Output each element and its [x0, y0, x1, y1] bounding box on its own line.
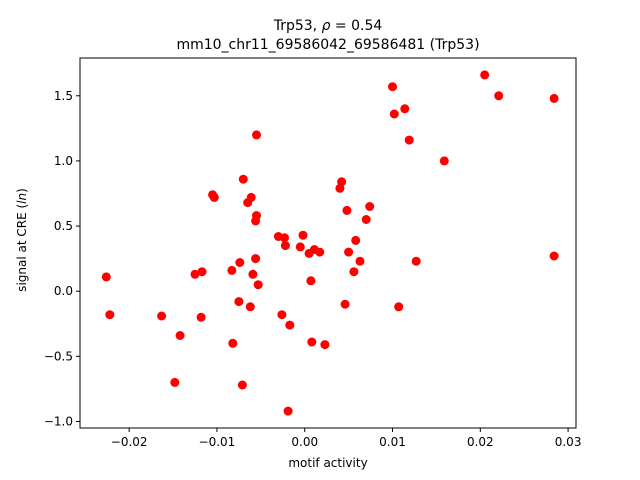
data-point: [349, 267, 359, 277]
y-tick-label: 0.5: [54, 219, 73, 233]
data-point: [175, 331, 185, 340]
data-point: [337, 177, 347, 187]
data-point: [105, 310, 115, 320]
data-point: [248, 269, 258, 279]
data-point: [251, 254, 261, 264]
data-point: [285, 320, 295, 330]
data-point: [101, 272, 111, 282]
data-point: [283, 406, 293, 416]
data-point: [228, 338, 238, 348]
y-axis-ticks: −1.0 −0.5 0.0 0.5 1.0 1.5: [44, 89, 80, 428]
data-point: [365, 202, 375, 211]
x-tick-label: −0.02: [111, 435, 148, 449]
data-point: [298, 230, 308, 240]
data-point: [253, 280, 263, 290]
data-point: [209, 192, 219, 202]
data-point: [351, 235, 361, 245]
data-point: [237, 380, 247, 390]
data-point: [306, 276, 316, 286]
data-point: [197, 267, 207, 277]
x-axis-label: motif activity: [288, 456, 367, 470]
x-tick-label: −0.01: [199, 435, 236, 449]
data-point: [280, 241, 290, 251]
y-tick-label: −0.5: [44, 349, 73, 363]
data-point: [549, 93, 559, 103]
data-point: [190, 269, 200, 279]
data-point: [439, 156, 449, 166]
data-point: [388, 82, 397, 92]
data-point: [252, 211, 261, 221]
data-point: [340, 299, 350, 309]
y-tick-label: 1.0: [54, 154, 73, 168]
data-point: [170, 377, 180, 387]
data-point: [245, 302, 255, 312]
x-tick-label: 0.02: [467, 435, 494, 449]
data-point: [277, 310, 287, 320]
data-point: [315, 247, 325, 257]
y-tick-label: 1.5: [54, 89, 73, 103]
chart-title-line1: Trp53, ρ = 0.54: [273, 18, 383, 34]
data-point: [355, 256, 365, 266]
data-point: [344, 247, 354, 257]
data-point: [400, 104, 410, 114]
data-point: [235, 258, 245, 267]
data-point: [246, 192, 256, 202]
data-point: [307, 337, 317, 347]
data-point: [227, 265, 237, 275]
x-tick-label: 0.01: [379, 435, 406, 449]
data-points: [101, 70, 559, 416]
x-tick-label: 0.03: [555, 435, 582, 449]
data-point: [238, 174, 248, 184]
data-point: [196, 312, 206, 322]
data-point: [342, 205, 352, 215]
y-axis-label: signal at CRE (ln): [15, 188, 29, 292]
data-point: [157, 311, 167, 321]
chart-title-line2: mm10_chr11_69586042_69586481 (Trp53): [176, 37, 479, 53]
data-point: [411, 256, 421, 266]
data-point: [320, 340, 330, 350]
data-point: [494, 91, 504, 101]
data-point: [404, 135, 414, 145]
data-point: [549, 251, 559, 261]
plot-area: [79, 57, 577, 429]
data-point: [234, 297, 244, 307]
data-point: [394, 302, 404, 312]
data-point: [252, 130, 261, 140]
data-point: [280, 233, 289, 243]
y-tick-label: 0.0: [54, 284, 73, 298]
y-tick-label: −1.0: [44, 414, 73, 428]
data-point: [480, 70, 490, 80]
data-point: [389, 109, 399, 119]
data-point: [361, 215, 371, 224]
x-tick-label: 0.00: [291, 435, 318, 449]
plot-frame: [79, 57, 577, 429]
x-axis-ticks: −0.02 −0.01 0.00 0.01 0.02 0.03: [111, 428, 582, 449]
data-point: [295, 242, 305, 252]
